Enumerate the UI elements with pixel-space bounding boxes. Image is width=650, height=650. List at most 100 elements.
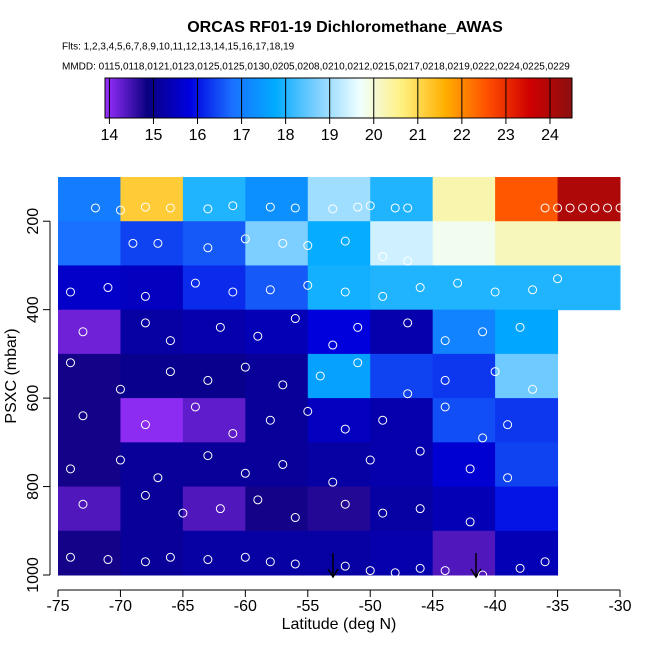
cell (245, 221, 309, 266)
sample-point (340, 561, 350, 571)
sample-point (365, 455, 375, 465)
sample-point (415, 446, 425, 456)
cell (307, 353, 371, 399)
sample-point (390, 568, 400, 578)
sample-point (278, 380, 288, 390)
sample-point (303, 406, 313, 416)
sample-point (415, 283, 425, 293)
cell (58, 221, 121, 266)
y-tick-label: 200 (25, 208, 42, 235)
cell (432, 486, 496, 532)
sample-point (578, 203, 588, 213)
sample-point (353, 322, 363, 332)
sample-point (165, 367, 175, 377)
cell (370, 530, 434, 576)
sample-point (240, 468, 250, 478)
sample-point (553, 274, 563, 284)
note: MMDD: 0115,0118,0121,0123,0125,0125,0130… (62, 62, 570, 73)
sample-point (203, 243, 213, 253)
cell (245, 486, 309, 532)
cell (182, 486, 246, 532)
cell (432, 442, 496, 488)
colorbar-tick-label: 15 (145, 127, 163, 144)
sample-point (128, 238, 138, 248)
sample-point (478, 327, 488, 337)
chart-title: ORCAS RF01-19 Dichloromethane_AWAS (187, 19, 503, 36)
sample-point (190, 402, 200, 412)
cell (182, 442, 246, 488)
cell (245, 530, 309, 576)
sample-point (378, 415, 388, 425)
cell (432, 265, 496, 311)
sample-point (290, 559, 300, 569)
cell (495, 353, 559, 399)
sample-point (203, 204, 213, 214)
sample-point (165, 552, 175, 562)
sample-point (403, 389, 413, 399)
colorbar-tick-label: 21 (409, 127, 427, 144)
subtitle: Flts: 1,2,3,4,5,6,7,8,9,10,11,12,13,14,1… (62, 42, 295, 53)
sample-point (478, 433, 488, 443)
cell (495, 177, 559, 222)
sample-point (340, 499, 350, 509)
colorbar-tick-label: 16 (189, 127, 207, 144)
sample-point (165, 203, 175, 213)
cell (557, 221, 621, 266)
sample-point (465, 517, 475, 527)
sample-point (515, 322, 525, 332)
sample-point (140, 420, 150, 430)
sample-point (528, 285, 538, 295)
sample-point (540, 203, 550, 213)
cell (245, 398, 309, 443)
colorbar-tick-label: 23 (497, 127, 515, 144)
colorbar-tick-label: 19 (321, 127, 339, 144)
sample-point (353, 358, 363, 368)
cell (370, 309, 434, 355)
sample-point (490, 367, 500, 377)
cell (307, 309, 371, 355)
sample-point (290, 314, 300, 324)
cell (495, 265, 559, 311)
cell (432, 398, 496, 443)
x-tick-label: -40 (484, 598, 507, 615)
sample-point (565, 203, 575, 213)
sample-point (203, 555, 213, 565)
sample-point (465, 464, 475, 474)
x-tick-label: -30 (608, 598, 631, 615)
cell (58, 442, 121, 488)
sample-point (115, 455, 125, 465)
sample-point (228, 201, 238, 211)
cell (120, 486, 184, 532)
cell (120, 442, 184, 488)
x-tick-label: -60 (234, 598, 257, 615)
sample-point (503, 420, 513, 430)
cell (120, 221, 184, 266)
sample-point (453, 278, 463, 288)
cell (120, 530, 184, 576)
cell (432, 309, 496, 355)
sample-point (403, 318, 413, 328)
cell (495, 442, 559, 488)
cell (370, 265, 434, 311)
sample-point (440, 566, 450, 576)
sample-point (103, 283, 113, 293)
cell (182, 398, 246, 443)
cell (245, 265, 309, 311)
sample-point (340, 424, 350, 434)
cell (120, 309, 184, 355)
sample-point (553, 203, 563, 213)
cell (307, 221, 371, 266)
cell (245, 442, 309, 488)
sample-point (590, 203, 600, 213)
cell (307, 398, 371, 443)
cell (307, 530, 371, 576)
sample-point (328, 340, 338, 350)
cell (58, 398, 121, 443)
sample-point (503, 473, 513, 483)
cell (370, 221, 434, 266)
cell (307, 486, 371, 532)
sample-point (353, 202, 363, 212)
cell (120, 265, 184, 311)
x-tick-label: -35 (546, 598, 569, 615)
